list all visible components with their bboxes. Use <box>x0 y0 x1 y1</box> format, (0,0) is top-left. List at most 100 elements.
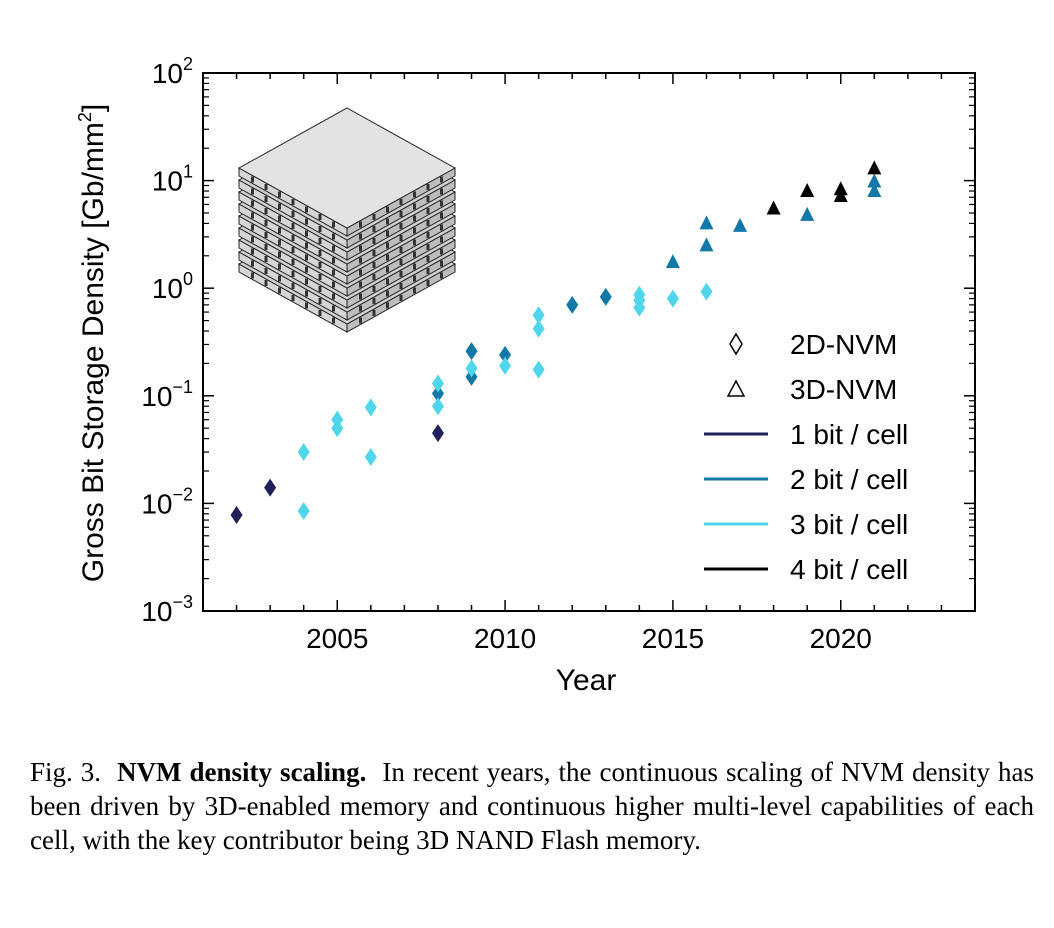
data-point-3d-nvm <box>800 183 815 198</box>
stack-cell-mark <box>332 257 335 264</box>
data-point-2d-nvm <box>700 282 713 301</box>
stack-cell-mark <box>264 184 268 190</box>
legend-label: 2D-NVM <box>790 329 897 360</box>
x-axis-title: Year <box>556 664 617 697</box>
stack-cell-mark <box>305 206 308 213</box>
data-point-2d-nvm <box>230 506 243 525</box>
stack-cell-mark <box>332 293 335 300</box>
data-point-2d-nvm <box>297 443 310 462</box>
stack-cell-mark <box>278 251 281 258</box>
stack-cell-mark <box>251 236 254 243</box>
stack-cell-mark <box>318 310 322 316</box>
legend-diamond-symbol <box>729 332 743 356</box>
data-point-3d-nvm <box>766 200 781 215</box>
stack-cell-mark <box>278 203 281 210</box>
stack-cell-mark <box>305 302 308 309</box>
stack-cell-mark <box>426 208 430 214</box>
stack-layer <box>237 107 457 237</box>
stack-cell-mark <box>399 235 403 241</box>
stack-cell-mark <box>426 256 430 262</box>
stack-cell-mark <box>318 226 322 232</box>
data-point-2d-nvm <box>499 356 512 375</box>
stack-cell-mark <box>251 224 254 231</box>
caption-label: Fig. 3. <box>30 757 102 787</box>
data-point-2d-nvm <box>297 501 310 520</box>
stack-cell-mark <box>264 268 268 274</box>
stack-cell-mark <box>305 290 308 297</box>
data-point-2d-nvm <box>364 398 377 417</box>
caption-text: In recent years, the continuous scaling … <box>30 757 1034 855</box>
stack-cell-mark <box>440 176 443 183</box>
legend-label: 3 bit / cell <box>790 509 908 540</box>
stack-cell-mark <box>426 220 430 226</box>
stack-cell-mark <box>399 259 403 265</box>
stack-cell-mark <box>359 257 362 264</box>
stack-cell-mark <box>318 274 322 280</box>
stack-cell-mark <box>426 232 430 238</box>
plot-frame <box>202 72 976 612</box>
stack-layer-top <box>237 107 457 229</box>
stack-cell-mark <box>278 215 281 222</box>
stack-cell-mark <box>305 230 308 237</box>
stack-cell-mark <box>440 248 443 255</box>
legend-label: 4 bit / cell <box>790 554 908 585</box>
stack-cell-mark <box>386 206 389 213</box>
data-point-3d-nvm <box>733 217 748 232</box>
stack-cell-mark <box>305 242 308 249</box>
stack-cell-mark <box>278 275 281 282</box>
stack-cell-mark <box>251 212 254 219</box>
figure-caption: Fig. 3. NVM density scaling. In recent y… <box>30 755 1034 857</box>
stack-cell-mark <box>386 218 389 225</box>
stack-cell-mark <box>291 295 295 301</box>
stack-cell-mark <box>359 317 362 324</box>
stack-cell-mark <box>399 211 403 217</box>
stack-cell-mark <box>264 196 268 202</box>
data-point-2d-nvm <box>465 342 478 361</box>
y-tick-label: 10−2 <box>141 484 193 519</box>
stack-cell-mark <box>318 214 322 220</box>
data-point-2d-nvm <box>331 410 344 429</box>
data-point-3d-nvm <box>867 173 882 188</box>
stack-cell-mark <box>440 272 443 279</box>
stack-cell-mark <box>291 259 295 265</box>
stack-cell-mark <box>372 238 376 244</box>
stack-cell-mark <box>386 278 389 285</box>
caption-title: NVM density scaling. <box>117 757 367 787</box>
stack-cell-mark <box>332 245 335 252</box>
data-point-2d-nvm <box>599 287 612 306</box>
stack-cell-mark <box>372 286 376 292</box>
stack-cell-mark <box>291 271 295 277</box>
stack-cell-mark <box>426 184 430 190</box>
stack-cell-mark <box>372 310 376 316</box>
data-point-2d-nvm <box>431 424 444 443</box>
stack-cell-mark <box>264 280 268 286</box>
stack-cell-mark <box>305 218 308 225</box>
stack-cell-mark <box>318 262 322 268</box>
stack-cell-mark <box>399 283 403 289</box>
stack-cell-mark <box>413 203 416 210</box>
stack-cell-mark <box>251 188 254 195</box>
stack-cell-mark <box>372 214 376 220</box>
stack-cell-mark <box>264 232 268 238</box>
stack-cell-mark <box>332 305 335 312</box>
stack-cell-mark <box>399 223 403 229</box>
stack-cell-mark <box>399 271 403 277</box>
stack-cell-mark <box>318 286 322 292</box>
legend-label: 3D-NVM <box>790 374 897 405</box>
stack-cell-mark <box>386 266 389 273</box>
stack-cell-mark <box>332 317 335 324</box>
stack-cell-mark <box>386 254 389 261</box>
chart-figure: 2005 2010 2015 2020 10−3 10−2 10−1 100 101 102 2D… <box>75 54 976 697</box>
stack-cell-mark <box>399 199 403 205</box>
stack-cell-mark <box>372 298 376 304</box>
stack-cell-mark <box>291 223 295 229</box>
legend-label: 1 bit / cell <box>790 419 908 450</box>
y-tick-label: 10−1 <box>141 377 193 412</box>
data-point-2d-nvm <box>532 360 545 379</box>
stack-cell-mark <box>332 269 335 276</box>
stack-cell-mark <box>372 274 376 280</box>
y-tick-label: 102 <box>152 54 193 89</box>
stack-cell-mark <box>291 211 295 217</box>
data-point-2d-nvm <box>532 306 545 325</box>
stack-cell-mark <box>278 227 281 234</box>
